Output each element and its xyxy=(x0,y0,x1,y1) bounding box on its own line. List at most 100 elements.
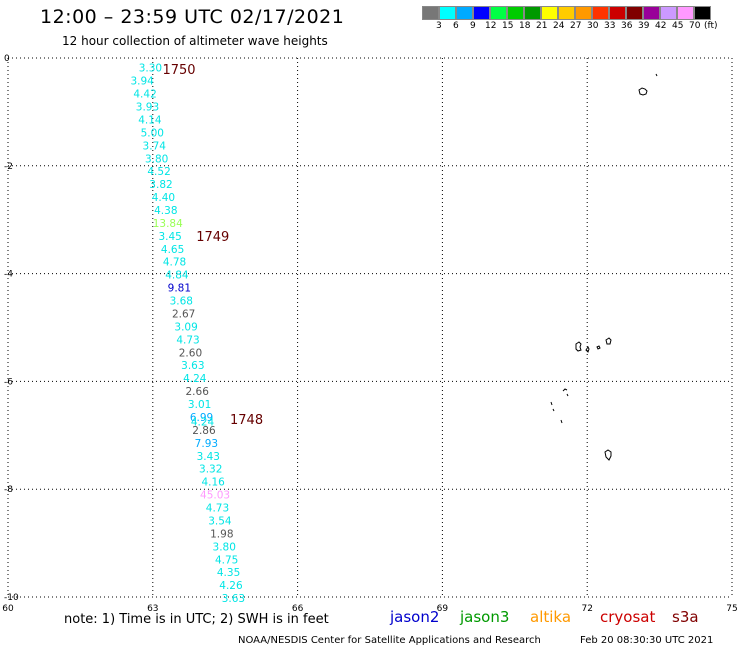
wave-height-value: 4.52 xyxy=(147,166,170,178)
color-scale-label: 45 xyxy=(672,21,684,31)
color-swatch xyxy=(490,6,507,20)
color-swatch xyxy=(473,6,490,20)
color-swatch xyxy=(660,6,677,20)
wave-height-value: 3.80 xyxy=(145,153,168,165)
wave-height-value: 7.93 xyxy=(195,438,218,450)
color-scale-label: 36 xyxy=(621,21,633,31)
map-subtitle: 12 hour collection of altimeter wave hei… xyxy=(62,34,328,48)
color-swatch xyxy=(422,6,439,20)
wave-height-value: 2.86 xyxy=(192,425,216,437)
credit-text: NOAA/NESDIS Center for Satellite Applica… xyxy=(238,635,541,646)
island-outline xyxy=(638,87,648,96)
color-scale-label: 9 xyxy=(470,21,476,31)
wave-height-value: 5.00 xyxy=(141,127,164,139)
island-outline xyxy=(566,393,569,397)
lat-tick-label: 0 xyxy=(4,54,10,64)
lon-tick-label: 66 xyxy=(292,604,304,614)
wave-height-value: 1.98 xyxy=(210,528,233,540)
wave-height-value: 4.75 xyxy=(215,554,238,566)
island-outline xyxy=(585,346,590,353)
map-title: 12:00 – 23:59 UTC 02/17/2021 xyxy=(40,6,345,28)
color-swatch xyxy=(677,6,694,20)
color-scale-label: 12 xyxy=(485,21,497,31)
wave-height-value: 2.60 xyxy=(179,347,202,359)
wave-height-value: 4.73 xyxy=(206,503,229,515)
wave-height-value: 2.67 xyxy=(172,308,195,320)
generated-timestamp: Feb 20 08:30:30 UTC 2021 xyxy=(580,635,714,646)
color-scale-label: 27 xyxy=(570,21,582,31)
wave-height-value: 4.24 xyxy=(191,416,215,428)
lon-tick-label: 63 xyxy=(147,604,158,614)
lon-tick-label: 72 xyxy=(581,604,592,614)
wave-height-value: 6.99 xyxy=(190,412,213,424)
wave-height-value: 3.09 xyxy=(174,321,197,333)
color-scale-unit: (ft) xyxy=(704,21,718,31)
island-outline xyxy=(552,408,555,412)
island-outline xyxy=(560,419,563,424)
color-scale-label: 39 xyxy=(638,21,650,31)
color-scale-label: 42 xyxy=(655,21,667,31)
color-swatch xyxy=(592,6,609,20)
pass-time-label: 1748 xyxy=(230,413,263,428)
wave-height-value: 4.42 xyxy=(133,89,156,101)
wave-height-value: 4.35 xyxy=(217,567,240,579)
wave-height-value: 4.26 xyxy=(219,580,243,592)
island-outline xyxy=(605,337,612,345)
wave-height-value: 2.66 xyxy=(186,386,210,398)
pass-time-label: 1749 xyxy=(196,230,229,245)
wave-height-value: 4.73 xyxy=(176,334,199,346)
wave-height-value: 3.74 xyxy=(143,140,167,152)
color-swatch xyxy=(643,6,660,20)
wave-height-value: 3.68 xyxy=(170,296,193,308)
lat-tick-label: -4 xyxy=(4,270,13,280)
lon-tick-label: 75 xyxy=(726,604,737,614)
island-outline xyxy=(604,449,612,461)
wave-height-value: 3.45 xyxy=(158,231,181,243)
satellite-legend-item: jason3 xyxy=(460,608,510,626)
color-swatch xyxy=(694,6,711,20)
color-scale-label: 18 xyxy=(519,21,531,31)
wave-height-value: 4.65 xyxy=(161,244,184,256)
wave-height-value: 45.03 xyxy=(200,490,230,502)
wave-height-value: 3.82 xyxy=(149,179,172,191)
wave-height-value: 4.78 xyxy=(163,257,186,269)
pass-time-labels: 1750 1749 1748 xyxy=(162,63,263,428)
wave-height-value: 4.84 xyxy=(165,270,189,282)
wave-height-value: 4.14 xyxy=(138,114,162,126)
color-scale-label: 70 xyxy=(689,21,701,31)
island-outline xyxy=(562,388,568,392)
wave-height-value: 3.80 xyxy=(213,541,236,553)
lat-tick-label: -10 xyxy=(4,593,19,603)
color-scale-label: 24 xyxy=(553,21,565,31)
satellite-legend-item: jason2 xyxy=(390,608,440,626)
color-swatch xyxy=(507,6,524,20)
color-swatch xyxy=(524,6,541,20)
island-outline xyxy=(575,341,582,352)
wave-height-value: 3.30 xyxy=(139,63,162,75)
color-swatch xyxy=(626,6,643,20)
lat-tick-label: -6 xyxy=(4,377,13,387)
lon-tick-label: 69 xyxy=(437,604,449,614)
lat-tick-label: -8 xyxy=(4,485,13,495)
wave-height-value: 3.63 xyxy=(222,593,245,605)
island-outline xyxy=(596,345,601,350)
wave-height-value: 3.94 xyxy=(130,76,154,88)
island-outlines xyxy=(550,73,658,461)
wave-height-value: 4.40 xyxy=(152,192,175,204)
wave-height-observations: 3.303.944.423.934.145.003.743.804.523.82… xyxy=(130,63,245,605)
wave-height-value: 13.84 xyxy=(153,218,183,230)
satellite-legend-item: s3a xyxy=(672,608,699,626)
wave-height-value: 3.01 xyxy=(188,399,211,411)
color-swatch xyxy=(575,6,592,20)
color-swatch xyxy=(541,6,558,20)
color-scale-bar xyxy=(422,6,711,20)
wave-height-value: 3.93 xyxy=(136,102,159,114)
satellite-legend-item: altika xyxy=(530,608,572,626)
color-scale-label: 6 xyxy=(453,21,459,31)
wave-height-value: 3.43 xyxy=(197,451,220,463)
color-swatch xyxy=(558,6,575,20)
satellite-legend-item: cryosat xyxy=(600,608,656,626)
wave-height-value: 3.32 xyxy=(199,464,222,476)
color-scale-label: 3 xyxy=(436,21,442,31)
